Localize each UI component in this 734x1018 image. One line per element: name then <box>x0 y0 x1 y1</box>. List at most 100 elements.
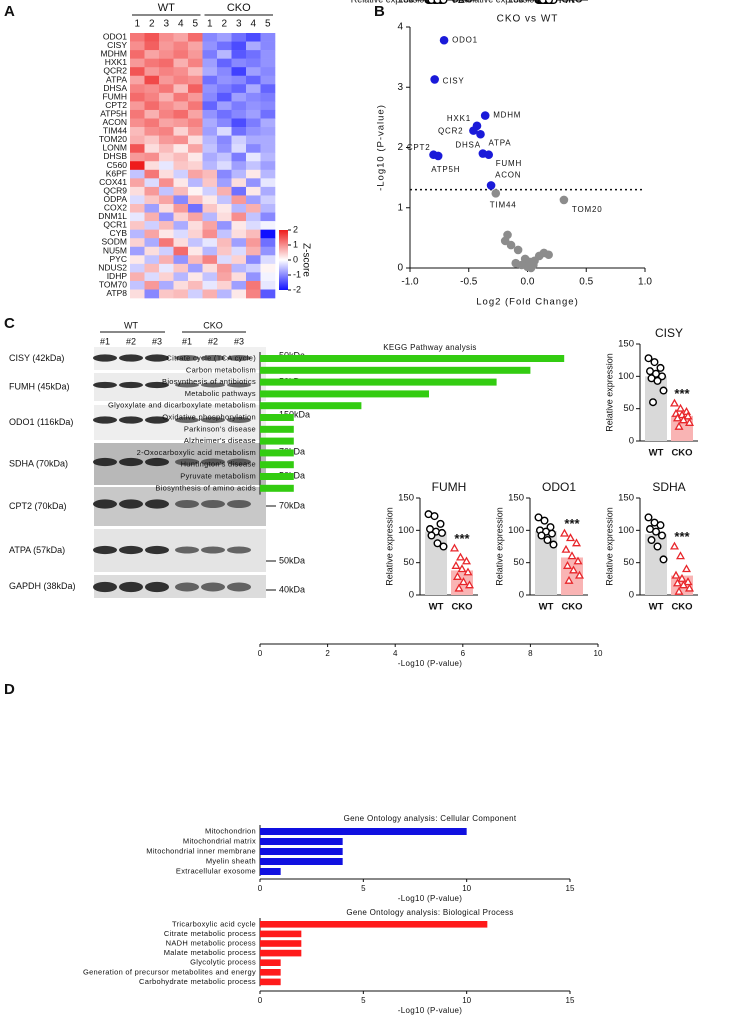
heatmap-cell <box>217 246 232 256</box>
heatmap-cell <box>217 238 232 248</box>
heatmap-cell <box>246 238 261 248</box>
significance: * <box>569 0 575 6</box>
heatmap-cell <box>260 212 276 222</box>
heatmap-cell <box>260 101 276 111</box>
heatmap-cell <box>217 195 232 205</box>
x-tick-label: 2 <box>325 649 330 658</box>
heatmap-cell <box>202 118 218 128</box>
group-label: CKO <box>227 2 251 14</box>
heatmap-cell <box>188 144 203 153</box>
heatmap-cell <box>217 50 232 59</box>
heatmap-cell <box>202 50 218 59</box>
data-point <box>491 188 501 198</box>
bar <box>260 868 281 875</box>
y-tick-label: 150 <box>398 493 414 504</box>
heatmap-cell <box>173 92 189 102</box>
x-tick-label: CKO <box>671 448 692 459</box>
heatmap-cell <box>260 33 276 42</box>
marker-label: 150kDa <box>279 409 310 419</box>
bar <box>260 940 302 947</box>
heatmap-cell <box>231 144 247 153</box>
row-label: C560 <box>107 160 128 170</box>
heatmap-cell <box>231 289 247 299</box>
heatmap-cell <box>144 33 160 42</box>
data-point <box>513 245 523 255</box>
lane-label: #3 <box>152 336 162 346</box>
heatmap-cell <box>173 41 189 51</box>
bar <box>260 378 497 386</box>
heatmap-cell <box>159 238 174 248</box>
heatmap-cell <box>130 212 145 222</box>
blot-band <box>227 417 251 423</box>
data-point <box>530 256 539 266</box>
y-axis-label: Relative expression <box>384 507 394 586</box>
heatmap-cell <box>231 280 247 290</box>
data-point <box>439 35 449 45</box>
point-label: TOM20 <box>572 205 603 214</box>
heatmap-cell <box>231 127 247 136</box>
heatmap-cell <box>173 246 189 256</box>
panel-letter: A <box>4 3 15 20</box>
heatmap-cell <box>144 118 160 128</box>
heatmap-cell <box>173 255 189 265</box>
y-tick-label: 50 <box>403 0 414 6</box>
heatmap-cell <box>173 263 189 273</box>
heatmap-cell <box>260 41 276 51</box>
x-tick-label: 10 <box>462 996 471 1005</box>
data-point <box>439 542 448 551</box>
heatmap-cell <box>173 204 189 213</box>
heatmap-cell <box>144 280 160 290</box>
bar <box>260 390 429 398</box>
row-label: SODM <box>102 237 128 247</box>
chart-title: FUMH <box>432 480 467 494</box>
heatmap-cell <box>130 118 145 128</box>
heatmap-cell <box>173 280 189 290</box>
blot-band <box>201 355 225 361</box>
data-point <box>647 536 656 545</box>
blot-band <box>201 500 225 508</box>
heatmap-cell <box>130 75 145 85</box>
heatmap-cell <box>188 178 203 188</box>
heatmap-cell <box>260 178 276 188</box>
heatmap-cell <box>173 75 189 85</box>
heatmap-cell <box>144 58 160 68</box>
heatmap-cell <box>130 101 145 111</box>
heatmap-cell <box>188 118 203 128</box>
blot-label: CISY (42kDa) <box>9 353 64 363</box>
x-tick-label: 5 <box>361 884 366 893</box>
data-point <box>544 250 553 260</box>
heatmap-cell <box>231 101 247 111</box>
heatmap-cell <box>144 169 160 179</box>
row-label: ATPA <box>106 74 127 84</box>
data-point <box>451 560 461 569</box>
y-tick-label: 100 <box>508 525 524 536</box>
y-axis-label: Relative expression <box>604 507 614 586</box>
data-point <box>461 556 472 565</box>
row-label: QCR2 <box>103 66 127 76</box>
heatmap-cell <box>159 50 174 59</box>
blot-label: CPT2 (70kDa) <box>9 501 67 511</box>
blot-label: SDHA (70kDa) <box>9 458 68 468</box>
data-point <box>644 354 653 363</box>
heatmap-cell <box>144 204 160 213</box>
row-label: DHSB <box>103 151 127 161</box>
heatmap-cell <box>217 169 232 179</box>
heatmap-cell <box>231 135 247 145</box>
heatmap-cell <box>202 255 218 265</box>
data-point <box>449 543 460 552</box>
heatmap-cell <box>202 101 218 111</box>
data-point <box>463 567 473 576</box>
blot-band <box>175 458 199 466</box>
y-tick-label: 0 <box>397 263 403 274</box>
heatmap-cell <box>159 144 174 153</box>
heatmap-cell <box>260 161 276 171</box>
heatmap-cell <box>173 118 189 128</box>
heatmap-cell <box>130 195 145 205</box>
x-axis-label: -Log10 (P-value) <box>398 659 462 668</box>
heatmap-cell <box>231 109 247 119</box>
y-tick-label: 1 <box>397 202 403 213</box>
heatmap-cell <box>159 255 174 265</box>
heatmap-cell <box>144 229 160 239</box>
heatmap-cell <box>144 50 160 59</box>
heatmap-cell <box>217 92 232 102</box>
